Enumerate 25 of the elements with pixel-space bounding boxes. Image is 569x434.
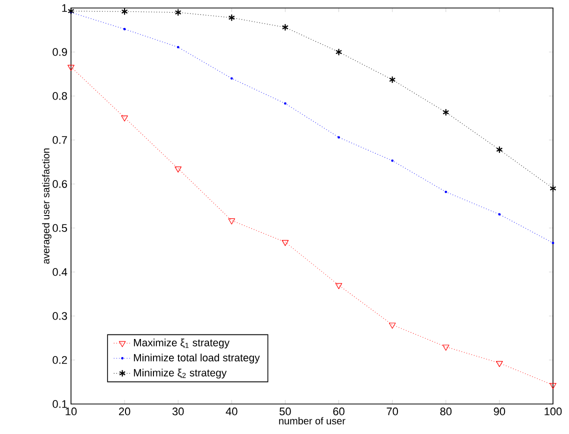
x-axis-title: number of user — [279, 417, 346, 424]
x-tick-label: 90 — [494, 408, 506, 416]
x-tick-label: 10 — [66, 408, 77, 416]
y-tick-label: 0.8 — [52, 92, 67, 100]
y-axis-title: averaged user satisfaction — [42, 148, 52, 264]
x-tick-label: 100 — [544, 408, 562, 416]
legend-label: Maximize ξ$_{1}$ strategy — [134, 338, 230, 348]
legend-label: Minimize ξ$_{2}$ strategy — [134, 368, 227, 379]
x-tick-label: 50 — [280, 408, 291, 416]
x-tick-label: 20 — [119, 408, 130, 416]
y-tick-label: 0.1 — [52, 400, 67, 408]
y-tick-label: 0.5 — [52, 224, 68, 232]
y-tick-label: 1 — [62, 4, 67, 12]
x-tick-label: 40 — [226, 408, 238, 416]
legend-label: Minimize total load strategy — [134, 354, 260, 364]
x-tick-label: 30 — [172, 408, 184, 416]
x-tick-label: 80 — [440, 408, 452, 416]
y-tick-label: 0.6 — [52, 180, 67, 188]
y-tick-label: 0.4 — [52, 268, 68, 276]
y-tick-label: 0.2 — [52, 356, 67, 364]
y-tick-label: 0.3 — [52, 312, 67, 320]
x-tick-label: 70 — [386, 408, 398, 416]
x-tick-label: 60 — [333, 408, 344, 416]
y-tick-label: 0.7 — [52, 136, 67, 144]
y-tick-label: 0.9 — [52, 48, 67, 56]
